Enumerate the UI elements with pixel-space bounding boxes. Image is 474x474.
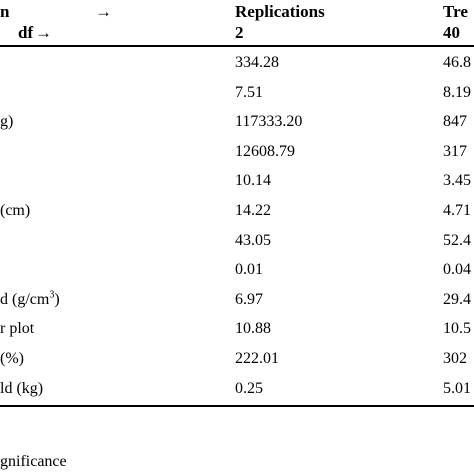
- row-label-text: g): [0, 113, 14, 130]
- replications-value: 0.01: [235, 261, 263, 278]
- row-label: d (g/cm3): [0, 290, 60, 310]
- header-col0-line1: n →: [0, 2, 112, 22]
- header-col0-line1-text: n: [0, 2, 10, 21]
- treatments-value: 29.4: [443, 291, 471, 308]
- replications-value: 14.22: [235, 202, 271, 219]
- treatments-value: 10.5: [443, 320, 471, 337]
- treatments-value: 52.4: [443, 232, 471, 249]
- treatments-value: 0.04: [443, 261, 471, 278]
- right-arrow-icon: →: [35, 23, 52, 42]
- header-treatments-df: 40: [443, 23, 460, 42]
- header-replications: Replications: [235, 2, 325, 21]
- row-label-superscript: 3: [49, 289, 55, 301]
- treatments-value: 847: [443, 113, 467, 130]
- replications-value: 7.51: [235, 84, 263, 101]
- header-rule: [0, 45, 474, 47]
- row-label: (cm): [0, 201, 30, 221]
- replications-value: 10.88: [235, 320, 271, 337]
- treatments-value: 5.01: [443, 380, 471, 397]
- row-label-text: (cm): [0, 202, 31, 219]
- replications-value: 117333.20: [235, 113, 303, 130]
- row-label-text: (%): [0, 350, 24, 367]
- header-replications-df: 2: [235, 23, 244, 42]
- treatments-value: 46.8: [443, 54, 471, 71]
- replications-value: 222.01: [235, 350, 279, 367]
- replications-value: 0.25: [235, 380, 263, 397]
- row-label-text: r plot: [0, 320, 35, 337]
- row-label-text: d (g/cm: [0, 291, 50, 308]
- treatments-value: 8.19: [443, 84, 471, 101]
- row-label: g): [0, 112, 13, 132]
- right-arrow-icon: →: [95, 2, 112, 21]
- replications-value: 6.97: [235, 291, 263, 308]
- replications-value: 334.28: [235, 54, 279, 71]
- footnote: gnificance: [0, 453, 67, 470]
- treatments-value: 302: [443, 350, 467, 367]
- row-label: r plot: [0, 319, 34, 339]
- bottom-rule: [0, 405, 474, 407]
- header-treatments: Tre: [443, 2, 468, 21]
- row-label-text: ld (kg): [0, 380, 44, 397]
- treatments-value: 4.71: [443, 202, 471, 219]
- treatments-value: 3.45: [443, 172, 471, 189]
- row-label: (%): [0, 349, 24, 369]
- replications-value: 43.05: [235, 232, 271, 249]
- treatments-value: 317: [443, 143, 467, 160]
- row-label: ld (kg): [0, 379, 43, 399]
- replications-value: 12608.79: [235, 143, 295, 160]
- header-col0-line2-text: df: [18, 23, 34, 42]
- row-label-tail: ): [54, 291, 60, 308]
- replications-value: 10.14: [235, 172, 271, 189]
